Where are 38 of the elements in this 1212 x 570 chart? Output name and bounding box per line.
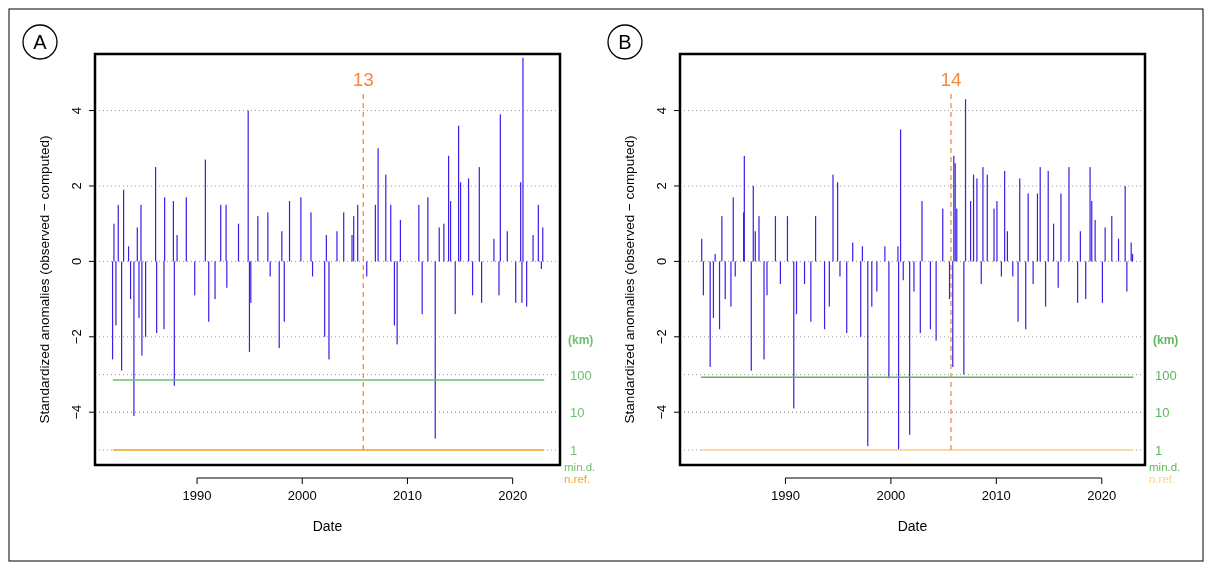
x-tick-label: 2020 [1087,488,1117,503]
y2-axis-title: (km) [568,332,594,347]
text: min.d. [564,461,596,473]
x-axis-title: Date [312,518,343,534]
y-axis-title: Standardized anomalies (observed − computed) [37,135,52,424]
y-tick-label: 2 [654,182,669,190]
text: n.ref. [1149,473,1176,485]
y2-tick-label: 1 [570,443,578,458]
y2-tick-label: 1 [1155,443,1163,458]
chart-title: B [618,31,632,53]
y-tick-label: 4 [69,106,84,115]
y-axis-title: Standardized anomalies (observed − computed) [622,135,637,424]
y-tick-label: 0 [69,257,84,265]
x-tick-label: 2010 [981,488,1011,503]
x-tick-label: 1990 [770,488,800,503]
x-tick-label: 2000 [876,488,906,503]
annotation: 13 [352,69,374,90]
x-tick-label: 2000 [287,488,317,503]
y-tick-label: 0 [654,257,669,265]
y-tick-label: −4 [69,404,84,420]
y-tick-label: −2 [69,329,84,345]
y-tick-label: 4 [654,106,669,115]
y2-tick-label: 10 [1155,405,1170,421]
y2-tick-label: 100 [1155,367,1177,383]
text: n.ref. [564,473,591,485]
y-tick-label: 2 [69,182,84,190]
x-axis-title: Date [897,518,928,534]
text: min.d. [1149,461,1181,473]
y2-axis-title: (km) [1153,332,1179,347]
y-tick-label: −4 [654,404,669,420]
x-tick-label: 2020 [498,488,528,503]
x-tick-label: 1990 [182,488,212,503]
chart-title: A [33,31,48,53]
y2-tick-label: 10 [570,405,585,421]
annotation: 14 [940,69,962,90]
y2-tick-label: 100 [570,367,592,383]
x-tick-label: 2010 [392,488,422,503]
y-tick-label: −2 [654,329,669,345]
